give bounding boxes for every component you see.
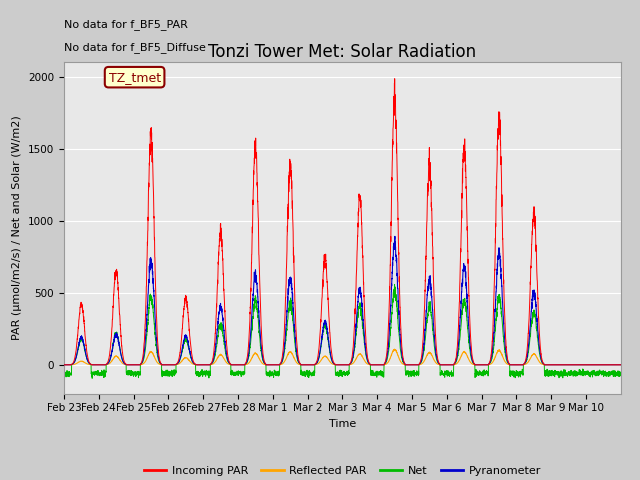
X-axis label: Time: Time bbox=[329, 419, 356, 429]
Y-axis label: PAR (μmol/m2/s) / Net and Solar (W/m2): PAR (μmol/m2/s) / Net and Solar (W/m2) bbox=[12, 116, 22, 340]
Legend: Incoming PAR, Reflected PAR, Net, Pyranometer: Incoming PAR, Reflected PAR, Net, Pyrano… bbox=[140, 462, 545, 480]
Title: Tonzi Tower Met: Solar Radiation: Tonzi Tower Met: Solar Radiation bbox=[209, 43, 476, 61]
Text: TZ_tmet: TZ_tmet bbox=[109, 71, 161, 84]
Text: No data for f_BF5_Diffuse: No data for f_BF5_Diffuse bbox=[64, 43, 206, 53]
Text: No data for f_BF5_PAR: No data for f_BF5_PAR bbox=[64, 19, 188, 30]
